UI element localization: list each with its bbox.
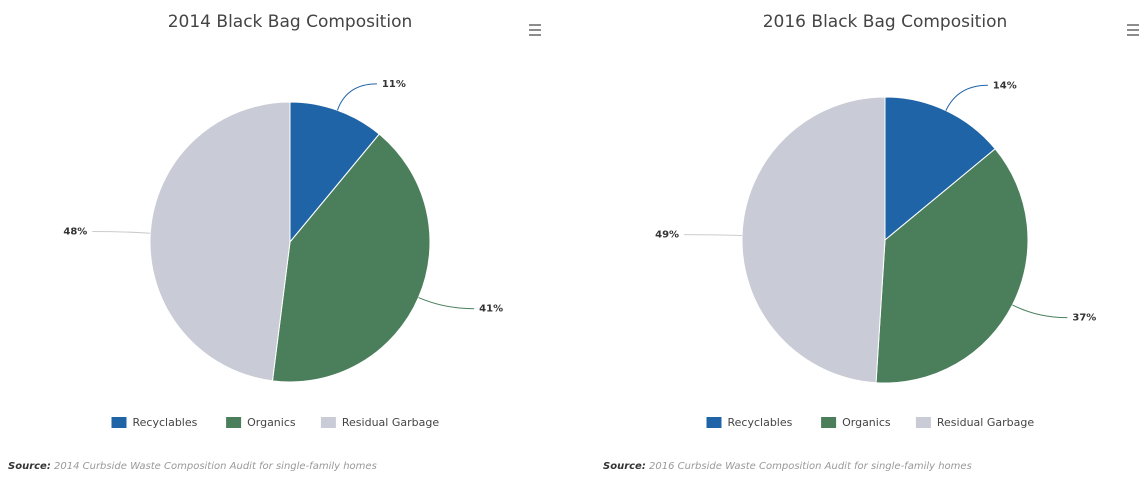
- pie-slice: [741, 96, 886, 384]
- data-label: 41%: [479, 304, 503, 315]
- source-label: Source:: [8, 461, 51, 472]
- legend-label: Recyclables: [728, 416, 793, 429]
- source-text: 2014 Curbside Waste Composition Audit fo…: [54, 461, 377, 472]
- leader-line: [336, 83, 377, 111]
- pie-slice: [149, 101, 291, 382]
- legend-swatch: [915, 417, 931, 428]
- legend-swatch: [706, 417, 722, 428]
- leader-line: [1012, 304, 1068, 319]
- data-label: 48%: [63, 226, 87, 237]
- data-label: 49%: [655, 230, 679, 241]
- leader-line: [945, 84, 988, 111]
- legend-swatch: [111, 417, 127, 428]
- source-text: 2016 Curbside Waste Composition Audit fo…: [649, 461, 972, 472]
- pie-slice: [271, 133, 431, 383]
- leader-line: [684, 234, 743, 237]
- chart-title: 2016 Black Bag Composition: [763, 12, 1008, 32]
- leader-line: [92, 230, 151, 234]
- pie-slice: [289, 101, 380, 244]
- legend-label: Organics: [247, 416, 296, 429]
- legend-label: Residual Garbage: [937, 416, 1034, 429]
- leader-line: [418, 297, 475, 310]
- legend-label: Organics: [842, 416, 891, 429]
- legend-swatch: [320, 417, 336, 428]
- legend-swatch: [226, 417, 242, 428]
- legend-swatch: [821, 417, 837, 428]
- menu-button[interactable]: [529, 24, 541, 36]
- menu-button[interactable]: [1127, 24, 1139, 36]
- data-label: 11%: [382, 79, 406, 90]
- legend-label: Residual Garbage: [342, 416, 439, 429]
- legend-label: Recyclables: [133, 416, 198, 429]
- data-label: 14%: [993, 80, 1017, 91]
- pie-slice: [884, 96, 996, 242]
- chart-title: 2014 Black Bag Composition: [168, 12, 413, 32]
- source-label: Source:: [603, 461, 646, 472]
- data-label: 37%: [1072, 313, 1096, 324]
